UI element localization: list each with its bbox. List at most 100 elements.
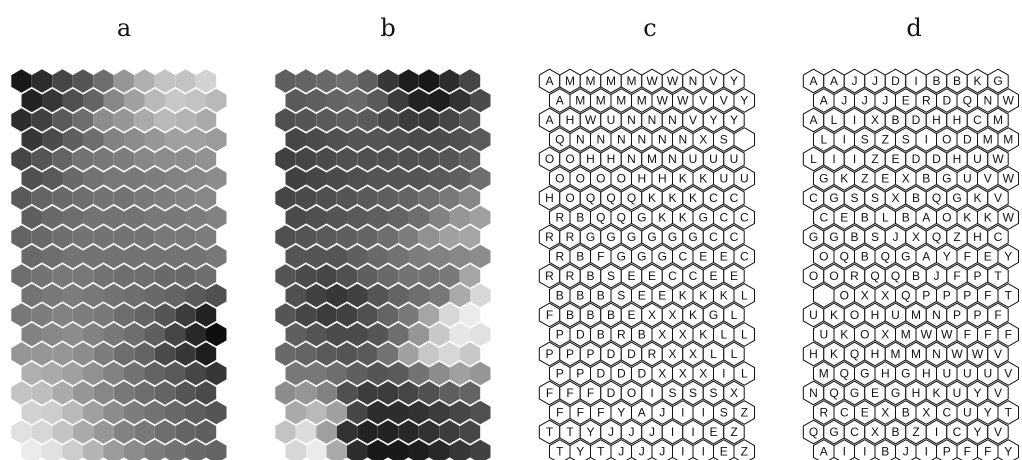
hex-letter: E	[984, 250, 992, 264]
hex-letter: K	[679, 289, 687, 303]
hex-letter: G	[901, 250, 910, 264]
hex-letter: F	[577, 406, 584, 420]
hex-cell	[347, 283, 368, 308]
hex-cell	[377, 147, 399, 171]
hex-letter: Q	[932, 191, 941, 205]
hex-cell	[113, 420, 135, 444]
hex-letter: J	[618, 445, 624, 459]
hex-cell	[418, 147, 440, 171]
hex-letter: X	[912, 230, 920, 244]
hex-cell	[987, 263, 1009, 289]
hex-letter: D	[912, 152, 921, 166]
hex-letter: I	[863, 445, 866, 459]
hex-letter: Y	[943, 250, 951, 264]
hex-letter: U	[973, 152, 982, 166]
hex-letter: V	[689, 113, 697, 127]
hex-cell	[103, 88, 124, 113]
hex-cell	[175, 69, 196, 93]
hex-cell	[306, 400, 327, 425]
hex-letter: P	[963, 289, 971, 303]
hex-letter: F	[546, 386, 553, 400]
hex-letter: Q	[596, 211, 605, 225]
hex-cell	[93, 225, 114, 249]
hex-cell	[295, 147, 317, 171]
hex-letter: R	[555, 211, 564, 225]
hex-cell	[733, 244, 755, 269]
hex-letter: U	[740, 172, 749, 186]
hex-letter: M	[647, 152, 657, 166]
hex-cell	[377, 108, 399, 132]
hex-cell	[997, 283, 1019, 308]
hex-letter: L	[820, 133, 827, 147]
hex-letter: J	[893, 230, 899, 244]
hex-letter: M	[983, 133, 993, 147]
hex-letter: U	[963, 367, 972, 381]
hex-cell	[449, 88, 470, 113]
hex-letter: V	[720, 94, 728, 108]
hex-cell	[175, 420, 196, 444]
hex-cell	[103, 244, 124, 269]
hex-cell	[52, 420, 73, 444]
hex-letter: E	[902, 94, 910, 108]
hex-letter: E	[699, 250, 707, 264]
hex-letter: A	[809, 74, 817, 88]
hex-cell	[306, 439, 327, 460]
hex-cell	[124, 322, 145, 347]
hex-letter: M	[901, 328, 911, 342]
hex-cell	[124, 88, 145, 113]
hex-letter: K	[699, 172, 707, 186]
hex-cell	[336, 381, 358, 405]
hex-letter: M	[819, 367, 829, 381]
hex-cell	[206, 400, 227, 425]
hex-letter: W	[585, 113, 597, 127]
hex-cell	[185, 205, 206, 230]
hex-cell	[408, 166, 429, 191]
hex-cell	[723, 224, 745, 250]
hex-cell	[185, 400, 206, 425]
hex-letter: F	[587, 386, 594, 400]
hex-cell	[295, 69, 317, 93]
hex-cell	[316, 420, 337, 444]
hex-letter: Q	[617, 211, 626, 225]
hex-letter: P	[943, 289, 951, 303]
hex-cell	[62, 400, 83, 425]
hex-cell	[408, 361, 429, 386]
hex-cell	[336, 342, 358, 366]
hex-cell	[21, 361, 42, 386]
hex-cell	[185, 166, 206, 191]
hex-cell	[11, 186, 32, 210]
hex-letter: B	[556, 289, 564, 303]
panel-d: A A J J D I B B K GA J J J E R D Q N WA L I X B D H H C ML I S Z S I O D M M…	[802, 68, 1019, 460]
hex-cell	[316, 186, 337, 210]
hex-cell	[357, 186, 378, 210]
hex-letter: K	[932, 386, 940, 400]
hex-letter: A	[556, 94, 564, 108]
hex-letter: I	[853, 152, 856, 166]
hex-letter: F	[964, 250, 971, 264]
hex-cell	[398, 225, 419, 249]
hex-cell	[154, 303, 176, 327]
hex-cell	[11, 303, 32, 327]
hex-letter: U	[942, 367, 951, 381]
hex-letter: B	[576, 250, 584, 264]
hex-cell	[93, 264, 114, 288]
hex-letter: R	[545, 230, 554, 244]
hex-letter: H	[881, 367, 890, 381]
hex-letter: N	[932, 308, 941, 322]
hex-letter: M	[586, 74, 596, 88]
hex-letter: N	[689, 74, 698, 88]
hex-letter: O	[942, 211, 951, 225]
hex-letter: C	[709, 230, 718, 244]
hex-cell	[134, 381, 155, 405]
hex-cell	[31, 186, 53, 210]
hex-cell	[326, 322, 347, 347]
hex-cell	[439, 303, 460, 327]
hex-cell	[336, 186, 358, 210]
hex-cell	[144, 439, 165, 460]
hex-letter: X	[668, 347, 676, 361]
hex-letter: N	[596, 133, 605, 147]
hex-cell	[144, 166, 165, 191]
hex-cell	[165, 244, 186, 269]
hex-cell	[285, 400, 306, 425]
hex-cell	[459, 147, 481, 171]
